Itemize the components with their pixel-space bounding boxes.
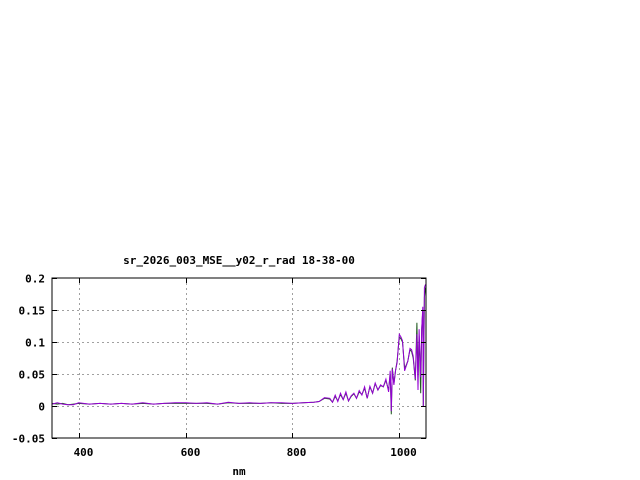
series-line-2: [51, 284, 426, 412]
x-tick-label: 800: [287, 446, 307, 459]
chart-title: sr_2026_003_MSE__y02_r_rad 18-38-00: [123, 254, 355, 267]
series-group: [51, 284, 426, 415]
series-line-1: [51, 287, 426, 415]
x-tick-label: 600: [181, 446, 201, 459]
plot-frame: [51, 277, 427, 439]
ticks: 400 600 800 1000 -0.05 0 0.05 0.1 0.15 0.2: [12, 273, 426, 459]
x-axis-label: nm: [232, 465, 246, 478]
x-tick-label: 400: [74, 446, 94, 459]
y-tick-label: 0.1: [25, 337, 45, 350]
y-tick-label: -0.05: [12, 433, 45, 446]
y-tick-label: 0.2: [25, 273, 45, 286]
y-tick-label: 0.15: [19, 305, 46, 318]
grid: [52, 278, 426, 438]
y-tick-label: 0.05: [19, 369, 46, 382]
y-tick-label: 0: [38, 401, 45, 414]
x-tick-label: 1000: [390, 446, 417, 459]
